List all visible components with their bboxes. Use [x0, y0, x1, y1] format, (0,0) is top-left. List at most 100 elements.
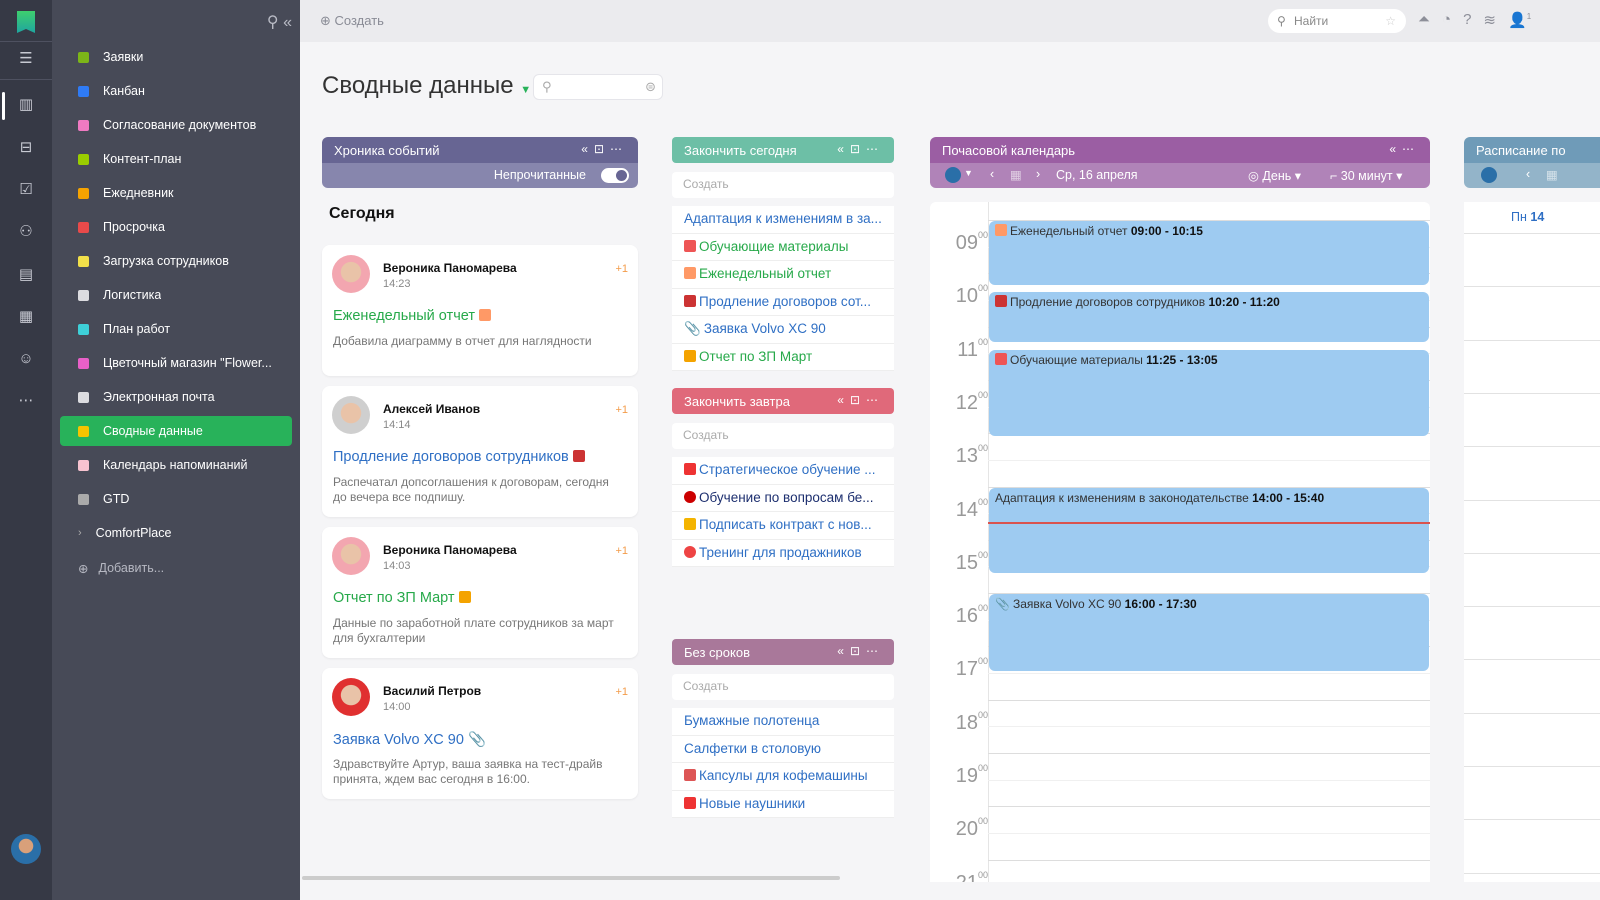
- layers-icon[interactable]: ≋: [1483, 12, 1496, 29]
- fit-icon[interactable]: ⊡: [849, 644, 866, 658]
- calendar-icon[interactable]: ▦: [1010, 168, 1022, 182]
- collapse-icon[interactable]: «: [837, 644, 850, 658]
- create-button[interactable]: ⊕ Создать: [320, 13, 384, 28]
- list-item[interactable]: Новые наушники: [672, 790, 894, 818]
- sidebar-item[interactable]: Логистика: [60, 280, 292, 310]
- timeline-card[interactable]: Вероника Паномарева 14:23 +1 Еженедельный о…: [322, 245, 638, 376]
- collapse-icon[interactable]: «: [1389, 142, 1402, 156]
- sidebar-item[interactable]: Просрочка: [60, 212, 292, 242]
- collapse-icon[interactable]: «: [581, 142, 594, 156]
- reaction-count[interactable]: +1: [615, 263, 628, 275]
- more-icon[interactable]: ⋯: [866, 644, 884, 658]
- sidebar-item[interactable]: Цветочный магазин "Flower...: [60, 348, 292, 378]
- user-avatar[interactable]: [11, 834, 41, 864]
- reports-icon[interactable]: ▤: [18, 266, 34, 283]
- list-item[interactable]: Подписать контракт с нов...: [672, 512, 894, 540]
- prev-icon[interactable]: ‹: [1526, 167, 1531, 181]
- user-select[interactable]: [1481, 167, 1497, 183]
- sidebar-item[interactable]: GTD: [60, 484, 292, 514]
- list-item[interactable]: Продление договоров сот...: [672, 288, 894, 316]
- schedule-grid[interactable]: Пн 14: [1464, 202, 1600, 882]
- fit-icon[interactable]: ⊡: [849, 142, 866, 156]
- list-item[interactable]: Еженедельный отчет: [672, 261, 894, 289]
- list-item[interactable]: Капсулы для кофемашины: [672, 763, 894, 791]
- menu-icon[interactable]: ☰: [19, 50, 33, 67]
- sidebar-item[interactable]: Загрузка сотрудников: [60, 246, 292, 276]
- caret-down-icon[interactable]: ▼: [520, 84, 532, 96]
- view-select[interactable]: ◎ День ▾: [1248, 169, 1301, 183]
- people-icon[interactable]: ⚇: [19, 223, 33, 240]
- list-item[interactable]: Салфетки в столовую: [672, 735, 894, 763]
- reaction-count[interactable]: +1: [615, 545, 628, 557]
- list-item[interactable]: 📎 Заявка Volvo XC 90: [672, 316, 894, 344]
- collapse-icon[interactable]: «: [837, 142, 850, 156]
- timeline-card[interactable]: Василий Петров 14:00 +1 Заявка Volvo XC 90 …: [322, 668, 638, 799]
- sidebar-item[interactable]: Согласование документов: [60, 110, 292, 140]
- calendar-icon[interactable]: ▦: [1546, 168, 1558, 182]
- sidebar-item[interactable]: Ежедневник: [60, 178, 292, 208]
- more-icon[interactable]: ⋯: [866, 393, 884, 407]
- search-input[interactable]: ⚲ Найти ☆: [1268, 9, 1406, 33]
- sidebar-add[interactable]: ⊕ Добавить...: [78, 561, 165, 576]
- calendar-event[interactable]: Продление договоров сотрудников 10:20 - …: [989, 292, 1429, 343]
- hourly-calendar-grid[interactable]: 0900 1000 1100 1200 1300 1400 1500 1600 1700 1800…: [930, 202, 1430, 882]
- reaction-count[interactable]: +1: [615, 404, 628, 416]
- tasks-icon[interactable]: ☑: [19, 181, 33, 198]
- sidebar-item[interactable]: Календарь напоминаний: [60, 450, 292, 480]
- calendar-event[interactable]: 📎 Заявка Volvo XC 90 16:00 - 17:30: [989, 594, 1429, 672]
- calendar-event[interactable]: Еженедельный отчет 09:00 - 10:15: [989, 221, 1429, 285]
- boards-icon[interactable]: ▥: [18, 96, 34, 113]
- sidebar-item[interactable]: План работ: [60, 314, 292, 344]
- list-item[interactable]: Обучение по вопросам бе...: [672, 484, 894, 512]
- list-item[interactable]: Отчет по ЗП Март: [672, 343, 894, 371]
- sidebar-item[interactable]: Электронная почта: [60, 382, 292, 412]
- clock-icon[interactable]: ◔: [1442, 11, 1452, 28]
- reaction-count[interactable]: +1: [615, 686, 628, 698]
- list-item[interactable]: Обучающие материалы: [672, 233, 894, 261]
- app-logo[interactable]: [17, 11, 35, 33]
- task-link[interactable]: Еженедельный отчет: [333, 308, 630, 324]
- list-item[interactable]: Адаптация к изменениям в за...: [672, 206, 894, 234]
- more-icon[interactable]: ⋯: [1402, 142, 1420, 156]
- collapse-icon[interactable]: «: [837, 393, 850, 407]
- page-title[interactable]: Сводные данные ▼: [322, 72, 532, 99]
- more-icon[interactable]: ⋯: [866, 142, 884, 156]
- rocket-icon[interactable]: ⏶: [1418, 11, 1431, 28]
- timeline-card[interactable]: Алексей Иванов 14:14 +1 Продление договоров…: [322, 386, 638, 517]
- sidebar-group-comfortplace[interactable]: › ComfortPlace: [78, 526, 172, 540]
- prev-icon[interactable]: ‹: [990, 167, 995, 181]
- step-select[interactable]: ⌐ 30 минут ▾: [1330, 169, 1403, 183]
- sidebar-item[interactable]: Контент-план: [60, 144, 292, 174]
- star-icon[interactable]: ☆: [1385, 14, 1396, 28]
- task-link[interactable]: Заявка Volvo XC 90 📎: [333, 732, 487, 748]
- contacts-icon[interactable]: ☺: [18, 350, 34, 367]
- list-item[interactable]: Стратегическое обучение ...: [672, 457, 894, 485]
- create-task-input[interactable]: Создать: [672, 674, 894, 700]
- task-link[interactable]: Продление договоров сотрудников: [333, 449, 630, 465]
- create-task-input[interactable]: Создать: [672, 172, 894, 198]
- calendar-event[interactable]: Обучающие материалы 11:25 - 13:05: [989, 349, 1429, 436]
- page-search-input[interactable]: ⚲ ⊜: [533, 74, 663, 100]
- unread-toggle[interactable]: [601, 168, 629, 183]
- help-icon[interactable]: ?: [1463, 11, 1472, 28]
- user-select[interactable]: [945, 167, 961, 183]
- filter-icon[interactable]: ⊜: [645, 79, 656, 94]
- search-icon[interactable]: ⚲: [266, 14, 279, 31]
- documents-icon[interactable]: ▦: [18, 308, 34, 325]
- list-item[interactable]: Тренинг для продажников: [672, 539, 894, 567]
- sidebar-item[interactable]: Сводные данные: [60, 416, 292, 446]
- list-item[interactable]: Бумажные полотенца: [672, 708, 894, 736]
- calendar-event[interactable]: Адаптация к изменениям в законодательств…: [989, 487, 1429, 574]
- task-link[interactable]: Отчет по ЗП Март: [333, 590, 630, 606]
- next-icon[interactable]: ›: [1036, 167, 1041, 181]
- fit-icon[interactable]: ⊡: [849, 393, 866, 407]
- inbox-icon[interactable]: ⊟: [19, 139, 33, 156]
- collapse-icon[interactable]: «: [283, 14, 292, 31]
- horizontal-scrollbar[interactable]: [302, 876, 840, 880]
- fit-icon[interactable]: ⊡: [593, 142, 610, 156]
- user-icon[interactable]: 👤1: [1508, 12, 1532, 29]
- timeline-card[interactable]: Вероника Паномарева 14:03 +1 Отчет по ЗП Ма…: [322, 527, 638, 658]
- calendar-date[interactable]: Ср, 16 апреля: [1056, 168, 1138, 182]
- more-icon[interactable]: ⋯: [18, 392, 34, 409]
- create-task-input[interactable]: Создать: [672, 423, 894, 449]
